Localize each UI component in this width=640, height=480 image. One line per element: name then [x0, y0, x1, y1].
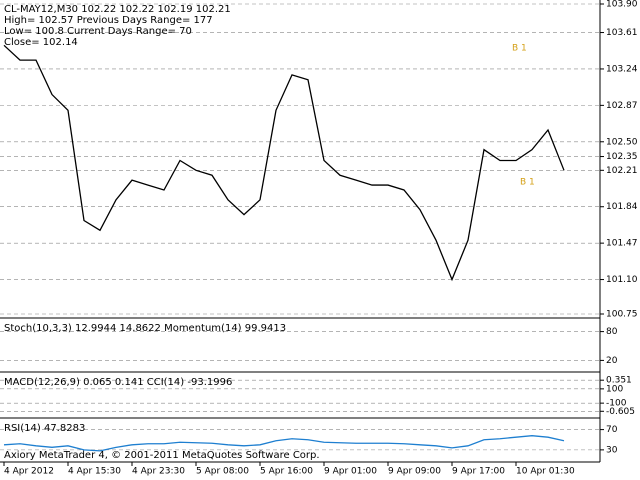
annotation: B 1: [512, 44, 527, 54]
panel-title: Stoch(10,3,3) 12.9944 14.8622 Momentum(1…: [4, 323, 286, 334]
y-tick-label: -0.605: [606, 407, 635, 417]
x-tick-label: 5 Apr 08:00: [196, 467, 249, 477]
x-tick-label: 10 Apr 01:30: [516, 467, 575, 477]
footer: Axiory MetaTrader 4, © 2001-2011 MetaQuo…: [4, 450, 320, 461]
y-tick-label: 101.47: [606, 239, 638, 249]
x-tick-label: 9 Apr 17:00: [452, 467, 505, 477]
data-line: [3, 435, 565, 452]
y-tick-label: 100: [606, 384, 623, 394]
annotation: B 1: [520, 178, 535, 188]
header-line: Close= 102.14: [4, 37, 78, 48]
y-tick-label: -100: [606, 399, 627, 409]
y-tick-label: 103.61: [606, 28, 638, 38]
x-tick-label: 5 Apr 16:00: [260, 467, 313, 477]
panel-title: RSI(14) 47.8283: [4, 423, 85, 434]
y-tick-label: 102.35: [606, 152, 638, 162]
y-tick-label: 80: [606, 327, 618, 337]
x-tick-label: 9 Apr 09:00: [388, 467, 441, 477]
header-line: High= 102.57 Previous Days Range= 177: [4, 15, 213, 26]
x-tick-label: 4 Apr 15:30: [68, 467, 121, 477]
y-tick-label: 101.84: [606, 202, 638, 212]
x-tick-label: 4 Apr 2012: [4, 467, 54, 477]
y-tick-label: 20: [606, 356, 618, 366]
x-tick-label: 9 Apr 01:00: [324, 467, 377, 477]
y-tick-label: 30: [606, 445, 618, 455]
y-tick-label: 100.75: [606, 310, 638, 320]
y-tick-label: 102.21: [606, 166, 638, 176]
y-tick-label: 103.24: [606, 64, 638, 74]
y-tick-label: 70: [606, 425, 618, 435]
y-tick-label: 103.90: [606, 0, 638, 10]
y-tick-label: 0.351: [606, 376, 632, 386]
panel-title: MACD(12,26,9) 0.065 0.141 CCI(14) -93.19…: [4, 377, 232, 388]
y-tick-label: 102.87: [606, 101, 638, 111]
data-line: [3, 44, 565, 282]
header-line: Low= 100.8 Current Days Range= 70: [4, 26, 192, 37]
y-tick-label: 101.10: [606, 275, 638, 285]
x-tick-label: 4 Apr 23:30: [132, 467, 185, 477]
header-line: CL-MAY12,M30 102.22 102.22 102.19 102.21: [4, 4, 231, 15]
y-tick-label: 102.50: [606, 137, 638, 147]
